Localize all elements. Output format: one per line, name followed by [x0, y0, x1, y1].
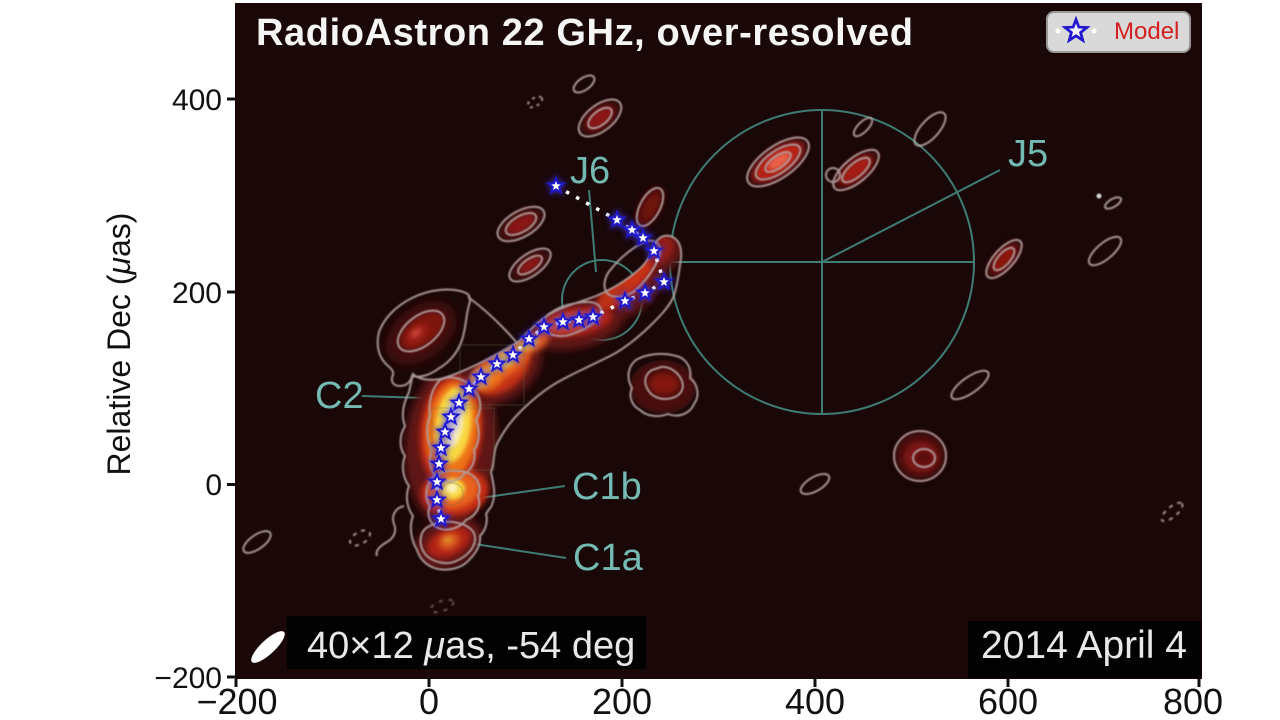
svg-text:200: 200 — [172, 277, 222, 310]
svg-text:200: 200 — [592, 681, 652, 720]
svg-text:C1b: C1b — [572, 466, 642, 508]
svg-text:40×12 μas, -54 deg: 40×12 μas, -54 deg — [307, 625, 635, 667]
svg-text:J5: J5 — [1008, 133, 1048, 175]
svg-text:Relative Dec (μas): Relative Dec (μas) — [101, 213, 137, 476]
svg-text:−200: −200 — [154, 662, 222, 695]
svg-text:0: 0 — [419, 681, 439, 720]
svg-text:C2: C2 — [315, 375, 364, 417]
svg-text:RadioAstron 22 GHz, over-resol: RadioAstron 22 GHz, over-resolved — [256, 12, 914, 54]
svg-text:400: 400 — [172, 84, 222, 117]
svg-text:Model: Model — [1114, 18, 1179, 45]
svg-text:0: 0 — [205, 469, 222, 502]
svg-text:J6: J6 — [570, 150, 610, 192]
svg-text:C1a: C1a — [573, 537, 644, 579]
svg-text:−200: −200 — [196, 681, 277, 720]
svg-text:400: 400 — [785, 681, 845, 720]
svg-text:600: 600 — [978, 681, 1038, 720]
svg-text:2014 April 4: 2014 April 4 — [981, 624, 1187, 667]
svg-text:800: 800 — [1163, 681, 1223, 720]
